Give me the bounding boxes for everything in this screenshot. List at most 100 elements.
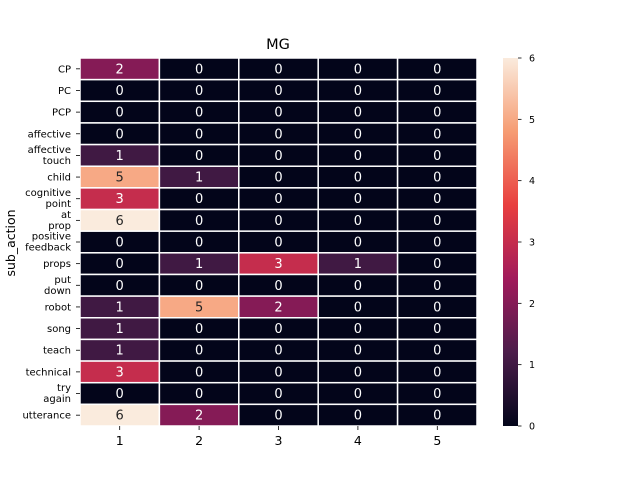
cell-value-label: 6 — [116, 409, 124, 424]
colorbar-tick-label: 4 — [529, 176, 535, 187]
cell-value-label: 0 — [274, 62, 282, 77]
cell-value-label: 0 — [274, 127, 282, 142]
cell-value-label: 0 — [354, 62, 362, 77]
cell-value-label: 0 — [433, 365, 441, 380]
y-tick-label: feedback — [25, 243, 71, 254]
cell-value-label: 3 — [274, 257, 282, 272]
colorbar-tick-label: 0 — [529, 422, 535, 433]
cell-value-label: 0 — [195, 192, 203, 207]
cell-value-label: 0 — [433, 84, 441, 99]
y-tick-label: cognitive — [25, 188, 71, 199]
cell-value-label: 0 — [116, 279, 124, 294]
y-tick-label: PC — [58, 86, 71, 97]
y-tick-label: down — [44, 286, 71, 297]
cell-value-label: 0 — [274, 279, 282, 294]
x-tick-label: 5 — [433, 433, 441, 448]
y-tick-label: again — [43, 394, 71, 405]
cell-value-label: 0 — [116, 257, 124, 272]
cell-value-label: 0 — [354, 322, 362, 337]
colorbar-ticks: 0 1 2 3 4 5 6 — [518, 54, 535, 433]
cell-value-label: 0 — [274, 344, 282, 359]
cell-value-label: 1 — [195, 171, 203, 186]
colorbar-tick-label: 5 — [529, 115, 535, 126]
cell-value-label: 0 — [433, 149, 441, 164]
cell-value-label: 3 — [116, 365, 124, 380]
cell-value-label: 0 — [195, 344, 203, 359]
y-tick-label: utterance — [22, 411, 71, 422]
cell-value-label: 2 — [195, 409, 203, 424]
y-tick-label: song — [47, 324, 71, 335]
cell-value-label: 0 — [433, 344, 441, 359]
cell-value-label: 0 — [274, 409, 282, 424]
cell-value-label: 0 — [354, 236, 362, 251]
cell-value-label: 0 — [433, 387, 441, 402]
y-tick-label: try — [57, 383, 71, 394]
cell-value-label: 0 — [274, 192, 282, 207]
cell-value-label: 0 — [274, 149, 282, 164]
cell-value-label: 0 — [433, 257, 441, 272]
colorbar-tick-label: 6 — [529, 54, 535, 65]
y-tick-label: put — [54, 275, 71, 286]
x-tick-label: 2 — [195, 433, 203, 448]
cell-value-label: 1 — [116, 149, 124, 164]
cell-value-label: 0 — [433, 214, 441, 229]
y-tick-label: robot — [45, 302, 71, 313]
cell-value-label: 0 — [274, 84, 282, 99]
x-tick-label: 3 — [275, 433, 283, 448]
cell-value-label: 0 — [433, 279, 441, 294]
cell-value-label: 0 — [354, 344, 362, 359]
cell-value-label: 5 — [116, 171, 124, 186]
y-tick-label: point — [45, 199, 71, 210]
y-tick-label: affective — [28, 145, 71, 156]
cell-value-label: 0 — [274, 365, 282, 380]
cell-value-label: 0 — [116, 387, 124, 402]
cell-value-label: 0 — [195, 127, 203, 142]
y-tick-label: CP — [58, 64, 71, 75]
cell-value-label: 0 — [274, 106, 282, 121]
colorbar-tick-label: 1 — [529, 360, 535, 371]
cell-value-label: 2 — [116, 62, 124, 77]
cell-value-label: 1 — [116, 322, 124, 337]
y-tick-label: touch — [43, 156, 71, 167]
cell-value-label: 0 — [195, 106, 203, 121]
cell-value-label: 0 — [274, 387, 282, 402]
cell-value-label: 0 — [195, 149, 203, 164]
cell-value-label: 0 — [195, 214, 203, 229]
cell-value-label: 0 — [116, 236, 124, 251]
heatmap-cells: 2 0 0 0 00 0 0 0 00 0 0 0 00 0 0 0 01 0 0 0 05 1 0 0 03 0 0 0 06 0 0 0 0… — [79, 57, 478, 427]
cell-value-label: 0 — [354, 214, 362, 229]
cell-value-label: 0 — [195, 387, 203, 402]
y-tick-label: prop — [48, 221, 71, 232]
cell-value-label: 0 — [433, 322, 441, 337]
cell-value-label: 0 — [274, 236, 282, 251]
cell-value-label: 0 — [433, 62, 441, 77]
y-tick-label: technical — [26, 367, 71, 378]
x-tick-label: 4 — [354, 433, 362, 448]
y-tick-label: props — [43, 259, 71, 270]
cell-value-label: 0 — [116, 106, 124, 121]
cell-value-label: 0 — [433, 192, 441, 207]
cell-value-label: 0 — [354, 387, 362, 402]
y-axis-label: sub_action — [3, 209, 18, 276]
colorbar-tick-label: 3 — [529, 238, 535, 249]
cell-value-label: 1 — [116, 344, 124, 359]
y-tick-label: at — [61, 210, 71, 221]
cell-value-label: 0 — [274, 214, 282, 229]
cell-value-label: 0 — [354, 127, 362, 142]
cell-value-label: 0 — [433, 127, 441, 142]
cell-value-label: 0 — [433, 300, 441, 315]
colorbar-tick-label: 2 — [529, 299, 535, 310]
y-tick-label: positive — [32, 232, 71, 243]
cell-value-label: 0 — [195, 322, 203, 337]
cell-value-label: 1 — [195, 257, 203, 272]
cell-value-label: 0 — [354, 171, 362, 186]
cell-value-label: 1 — [354, 257, 362, 272]
cell-value-label: 0 — [433, 236, 441, 251]
y-tick-label: PCP — [52, 108, 71, 119]
y-tick-label: child — [47, 173, 71, 184]
chart-title: MG — [266, 37, 290, 53]
cell-value-label: 0 — [354, 192, 362, 207]
x-tick-label: 1 — [116, 433, 124, 448]
cell-value-label: 0 — [195, 236, 203, 251]
